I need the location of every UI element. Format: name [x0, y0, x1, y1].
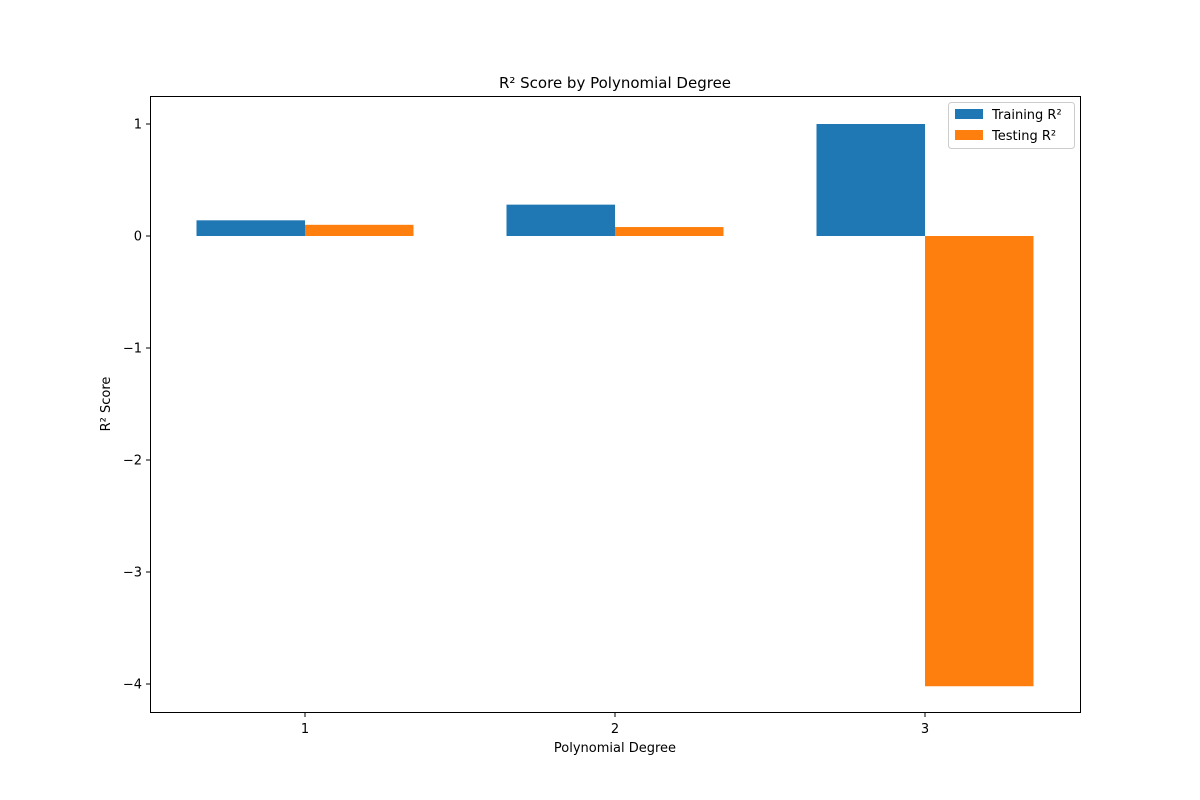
chart-title: R² Score by Polynomial Degree: [499, 74, 731, 92]
bar-training-2: [506, 204, 615, 236]
y-tick-label: −1: [123, 342, 142, 357]
bar-training-1: [196, 220, 305, 236]
legend: Training R² Testing R²: [948, 102, 1075, 149]
bar-testing-2: [615, 227, 724, 236]
y-tick-label: 0: [134, 230, 142, 245]
y-tick-label: −2: [123, 454, 142, 469]
bars-layer: [196, 124, 1034, 687]
x-axis-title: Polynomial Degree: [554, 741, 676, 756]
legend-label-training: Training R²: [991, 108, 1062, 123]
bar-testing-3: [925, 236, 1034, 687]
x-tick-label: 1: [301, 722, 309, 737]
y-axis-title: R² Score: [99, 377, 114, 432]
y-tick-label: −3: [123, 566, 142, 581]
legend-swatch-training: [955, 109, 983, 119]
bar-testing-1: [305, 224, 414, 236]
legend-swatch-testing: [955, 130, 983, 140]
legend-label-testing: Testing R²: [991, 129, 1056, 144]
x-tick-label: 3: [921, 722, 929, 737]
y-axis: 1 0 −1 −2 −3 −4: [123, 118, 151, 693]
bar-training-3: [816, 124, 925, 236]
x-axis: 1 2 3: [301, 712, 929, 737]
y-tick-label: 1: [134, 118, 142, 133]
x-tick-label: 2: [611, 722, 619, 737]
y-tick-label: −4: [123, 678, 142, 693]
